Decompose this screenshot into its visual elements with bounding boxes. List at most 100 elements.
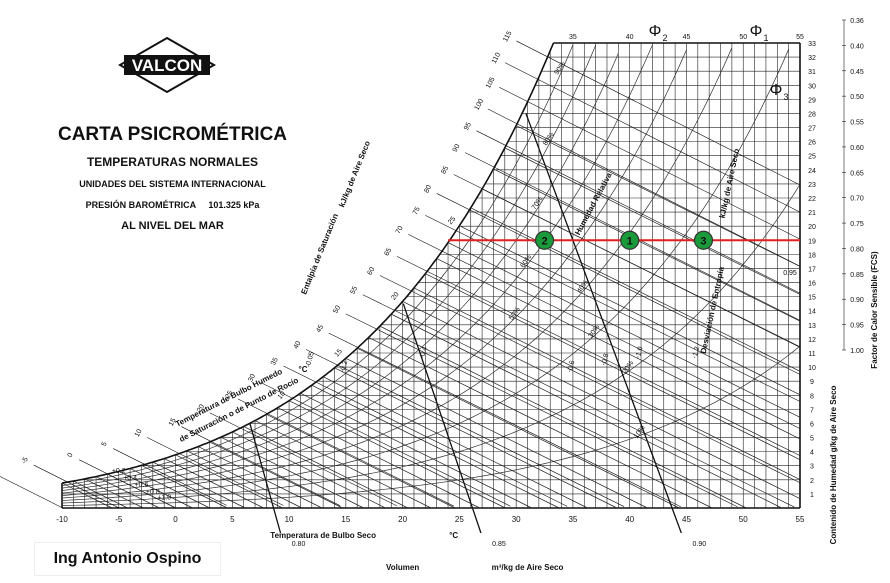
- chart-curves: [0, 40, 801, 534]
- volume-label: 0.85: [492, 541, 506, 548]
- y-tick: 24: [808, 168, 816, 175]
- enthalpy-line: [113, 448, 227, 506]
- phi-subscript: 3: [783, 92, 788, 102]
- top-tick: 50: [739, 34, 747, 41]
- y-tick: 31: [808, 69, 816, 76]
- wetbulb-tick: 20: [390, 291, 400, 302]
- enthalpy-line: [147, 437, 284, 506]
- enthalpy-line: [283, 365, 568, 507]
- shf-tick: 0.45: [850, 69, 864, 76]
- deviation-label: -0.8: [601, 353, 611, 367]
- phi-subscript: 1: [763, 33, 768, 43]
- enthalpy-line: [209, 412, 398, 507]
- y-tick: 26: [808, 140, 816, 147]
- x-tick: -10: [56, 515, 68, 524]
- x-tick: 5: [230, 515, 235, 524]
- wetbulb-line: [232, 431, 386, 509]
- enthalpy-tick: 110: [491, 52, 502, 65]
- x-axis-unit: °C: [449, 531, 458, 540]
- wetbulb-line: [129, 468, 210, 509]
- deviation-label: +0.8: [146, 489, 160, 496]
- wetbulb-line: [118, 471, 193, 509]
- enthalpy-line: [425, 215, 801, 402]
- enthalpy-tick: 40: [293, 340, 303, 350]
- y-tick: 22: [808, 196, 816, 203]
- enthalpy-line: [33, 464, 119, 509]
- enthalpy-line: [345, 313, 738, 508]
- enthalpy-tick: 20: [196, 403, 206, 413]
- wetbulb-line: [481, 188, 801, 348]
- shf-tick: 0.65: [850, 170, 864, 177]
- deviation-label: -0.05: [305, 351, 316, 368]
- wetbulb-line: [459, 225, 801, 396]
- y-tick: 12: [808, 337, 816, 344]
- wetbulb-line: [164, 458, 264, 509]
- wetbulb-line: [73, 480, 128, 509]
- wetbulb-line: [288, 400, 506, 509]
- shf-tick: 0.60: [850, 145, 864, 152]
- enthalpy-tick: 35: [270, 357, 280, 367]
- enthalpy-line: [181, 426, 341, 506]
- wetbulb-line: [277, 407, 480, 509]
- enthalpy-line: [436, 193, 801, 375]
- state-point-label: 3: [700, 235, 706, 247]
- wetbulb-line: [368, 337, 713, 509]
- x-tick: 55: [796, 515, 805, 524]
- state-point-marker: [534, 230, 555, 250]
- shf-tick: 0.50: [850, 94, 864, 101]
- wetbulb-line: [243, 426, 409, 509]
- enthalpy-tick: 85: [440, 165, 450, 175]
- shf-tick: 0.95: [850, 323, 864, 330]
- wetbulb-line: [107, 473, 176, 509]
- enthalpy-tick: 105: [485, 76, 497, 90]
- y-tick: 10: [808, 365, 816, 372]
- rh-axis-label: Humedad Relativa: [573, 171, 614, 237]
- deviation-axis-label: Desviación de Entropía: [699, 265, 726, 354]
- enthalpy-tick: 95: [463, 121, 473, 131]
- x-tick: 50: [739, 515, 748, 524]
- deviation-label: +0.4: [123, 475, 137, 482]
- y-tick: 23: [808, 182, 816, 189]
- y-tick: 4: [810, 450, 814, 457]
- wetbulb-line: [470, 207, 801, 372]
- wetbulb-line: [84, 478, 144, 509]
- shf-tick: 0.40: [850, 43, 864, 50]
- saturation-curve: [61, 42, 555, 484]
- deviation-label: -1.2: [691, 346, 701, 360]
- chart-title: CARTA PSICROMÉTRICA: [57, 124, 288, 145]
- enthalpy-tick: 60: [366, 266, 376, 276]
- y-tick: 27: [808, 126, 816, 133]
- enthalpy-line: [396, 256, 801, 456]
- valcon-logo: VALCON: [118, 36, 216, 94]
- x-tick: 10: [285, 515, 294, 524]
- x-tick: 45: [682, 515, 691, 524]
- y-tick: 11: [808, 351, 815, 358]
- deviation-label: -1.0: [635, 346, 645, 360]
- x-tick: 25: [455, 515, 464, 524]
- deviation-label: +0.6: [135, 482, 149, 489]
- y-tick: 2: [810, 478, 814, 485]
- shf-tick: 1.00: [850, 348, 864, 355]
- shf-tick: 0.90: [850, 297, 864, 304]
- enthalpy-tick: 0: [67, 452, 75, 459]
- y-tick: 1: [810, 492, 814, 499]
- deviation-label: +1.0: [157, 495, 171, 502]
- rh-label: 80%: [542, 132, 556, 147]
- rh-curve: [61, 45, 596, 489]
- enthalpy-tick: -5: [21, 456, 30, 465]
- top-tick: 55: [796, 34, 804, 41]
- y-tick: 17: [808, 266, 816, 273]
- author-label: Ing Antonio Ospino: [34, 542, 221, 576]
- wetbulb-line: [504, 147, 801, 295]
- y-tick: 29: [808, 97, 816, 104]
- rh-label: 50%: [508, 306, 522, 321]
- rh-curve: [61, 184, 801, 504]
- enthalpy-tick: 45: [315, 324, 325, 334]
- enthalpy-tick: 70: [395, 225, 405, 235]
- volume-axis-label: Volumen: [386, 563, 419, 572]
- wetbulb-line: [186, 450, 303, 509]
- x-tick: -5: [115, 515, 123, 524]
- wetbulb-line: [266, 414, 456, 509]
- chart-subtitle: TEMPERATURAS NORMALES: [86, 155, 259, 169]
